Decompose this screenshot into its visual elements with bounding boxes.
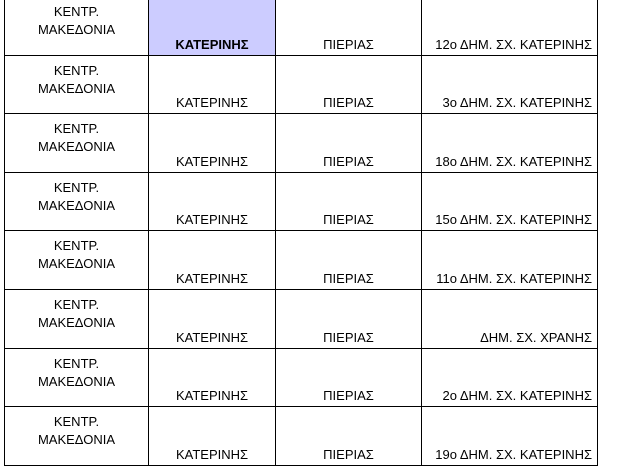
region-line-1: ΚΕΝΤΡ.	[53, 414, 100, 430]
table-row: ΚΕΝΤΡ. ΜΑΚΕΔΟΝΙΑ ΚΑΤΕΡΙΝΗΣ ΠΙΕΡΙΑΣ 19ο ΔΗΜ. …	[4, 406, 598, 466]
region-line-1: ΚΕΝΤΡ.	[53, 4, 100, 19]
prefecture-cell[interactable]: ΠΙΕΡΙΑΣ	[275, 54, 422, 115]
prefecture-cell[interactable]: ΠΙΕΡΙΑΣ	[275, 288, 422, 349]
region-cell[interactable]: ΚΕΝΤΡ. ΜΑΚΕΔΟΝΙΑ	[4, 113, 149, 173]
prefecture-cell[interactable]: ΠΙΕΡΙΑΣ	[275, 230, 422, 290]
region-line-2: ΜΑΚΕΔΟΝΙΑ	[37, 22, 116, 37]
table-row: ΚΕΝΤΡ. ΜΑΚΕΔΟΝΙΑ ΚΑΤΕΡΙΝΗΣ ΠΙΕΡΙΑΣ ΔΗΜ. ΣΧ. …	[4, 288, 598, 349]
region-cell[interactable]: ΚΕΝΤΡ. ΜΑΚΕΔΟΝΙΑ	[4, 406, 149, 466]
prefecture-cell[interactable]: ΠΙΕΡΙΑΣ	[275, 113, 422, 173]
region-cell[interactable]: ΚΕΝΤΡ. ΜΑΚΕΔΟΝΙΑ	[4, 288, 149, 349]
prefecture-cell[interactable]: ΠΙΕΡΙΑΣ	[275, 347, 422, 408]
school-cell[interactable]: 18ο ΔΗΜ. ΣΧ. ΚΑΤΕΡΙΝΗΣ	[421, 113, 598, 173]
region-line-1: ΚΕΝΤΡ.	[53, 238, 100, 254]
prefecture-cell[interactable]: ΠΙΕΡΙΑΣ	[275, 171, 422, 232]
schools-table: ΚΕΝΤΡ. ΜΑΚΕΔΟΝΙΑ ΚΑΤΕΡΙΝΗΣ ΠΙΕΡΙΑΣ 12ο ΔΗΜ. …	[4, 0, 598, 466]
municipality-cell[interactable]: ΚΑΤΕΡΙΝΗΣ	[148, 347, 276, 408]
region-line-2: ΜΑΚΕΔΟΝΙΑ	[37, 80, 116, 96]
school-cell[interactable]: ΔΗΜ. ΣΧ. ΧΡΑΝΗΣ	[421, 288, 598, 349]
region-line-1: ΚΕΝΤΡ.	[53, 62, 100, 78]
municipality-cell[interactable]: ΚΑΤΕΡΙΝΗΣ	[148, 113, 276, 173]
school-cell[interactable]: 19ο ΔΗΜ. ΣΧ. ΚΑΤΕΡΙΝΗΣ	[421, 406, 598, 466]
table-row: ΚΕΝΤΡ. ΜΑΚΕΔΟΝΙΑ ΚΑΤΕΡΙΝΗΣ ΠΙΕΡΙΑΣ 15ο ΔΗΜ. …	[4, 171, 598, 232]
region-line-2: ΜΑΚΕΔΟΝΙΑ	[37, 314, 116, 330]
table-row: ΚΕΝΤΡ. ΜΑΚΕΔΟΝΙΑ ΚΑΤΕΡΙΝΗΣ ΠΙΕΡΙΑΣ 11ο ΔΗΜ. …	[4, 230, 598, 290]
school-cell[interactable]: 15ο ΔΗΜ. ΣΧ. ΚΑΤΕΡΙΝΗΣ	[421, 171, 598, 232]
school-cell[interactable]: 3ο ΔΗΜ. ΣΧ. ΚΑΤΕΡΙΝΗΣ	[421, 54, 598, 115]
region-line-2: ΜΑΚΕΔΟΝΙΑ	[37, 139, 116, 155]
region-cell[interactable]: ΚΕΝΤΡ. ΜΑΚΕΔΟΝΙΑ	[4, 230, 149, 290]
region-cell[interactable]: ΚΕΝΤΡ. ΜΑΚΕΔΟΝΙΑ	[4, 347, 149, 408]
municipality-cell[interactable]: ΚΑΤΕΡΙΝΗΣ	[148, 0, 276, 56]
prefecture-cell[interactable]: ΠΙΕΡΙΑΣ	[275, 0, 422, 56]
school-cell[interactable]: 12ο ΔΗΜ. ΣΧ. ΚΑΤΕΡΙΝΗΣ	[421, 0, 598, 56]
region-cell[interactable]: ΚΕΝΤΡ. ΜΑΚΕΔΟΝΙΑ	[4, 0, 149, 56]
municipality-cell[interactable]: ΚΑΤΕΡΙΝΗΣ	[148, 54, 276, 115]
region-line-2: ΜΑΚΕΔΟΝΙΑ	[37, 432, 116, 448]
region-line-2: ΜΑΚΕΔΟΝΙΑ	[37, 256, 116, 272]
region-cell[interactable]: ΚΕΝΤΡ. ΜΑΚΕΔΟΝΙΑ	[4, 171, 149, 232]
municipality-cell[interactable]: ΚΑΤΕΡΙΝΗΣ	[148, 406, 276, 466]
municipality-cell[interactable]: ΚΑΤΕΡΙΝΗΣ	[148, 171, 276, 232]
region-line-2: ΜΑΚΕΔΟΝΙΑ	[37, 197, 116, 213]
prefecture-cell[interactable]: ΠΙΕΡΙΑΣ	[275, 406, 422, 466]
region-line-2: ΜΑΚΕΔΟΝΙΑ	[37, 373, 116, 389]
school-cell[interactable]: 11ο ΔΗΜ. ΣΧ. ΚΑΤΕΡΙΝΗΣ	[421, 230, 598, 290]
municipality-cell[interactable]: ΚΑΤΕΡΙΝΗΣ	[148, 230, 276, 290]
region-line-1: ΚΕΝΤΡ.	[53, 121, 100, 137]
municipality-cell[interactable]: ΚΑΤΕΡΙΝΗΣ	[148, 288, 276, 349]
school-cell[interactable]: 2ο ΔΗΜ. ΣΧ. ΚΑΤΕΡΙΝΗΣ	[421, 347, 598, 408]
region-line-1: ΚΕΝΤΡ.	[53, 179, 100, 195]
table-row: ΚΕΝΤΡ. ΜΑΚΕΔΟΝΙΑ ΚΑΤΕΡΙΝΗΣ ΠΙΕΡΙΑΣ 12ο ΔΗΜ. …	[4, 0, 598, 56]
region-line-1: ΚΕΝΤΡ.	[53, 355, 100, 371]
table-row: ΚΕΝΤΡ. ΜΑΚΕΔΟΝΙΑ ΚΑΤΕΡΙΝΗΣ ΠΙΕΡΙΑΣ 18ο ΔΗΜ. …	[4, 113, 598, 173]
table-row: ΚΕΝΤΡ. ΜΑΚΕΔΟΝΙΑ ΚΑΤΕΡΙΝΗΣ ΠΙΕΡΙΑΣ 3ο ΔΗΜ. Σ…	[4, 54, 598, 115]
region-cell[interactable]: ΚΕΝΤΡ. ΜΑΚΕΔΟΝΙΑ	[4, 54, 149, 115]
table-row: ΚΕΝΤΡ. ΜΑΚΕΔΟΝΙΑ ΚΑΤΕΡΙΝΗΣ ΠΙΕΡΙΑΣ 2ο ΔΗΜ. Σ…	[4, 347, 598, 408]
region-line-1: ΚΕΝΤΡ.	[53, 296, 100, 312]
